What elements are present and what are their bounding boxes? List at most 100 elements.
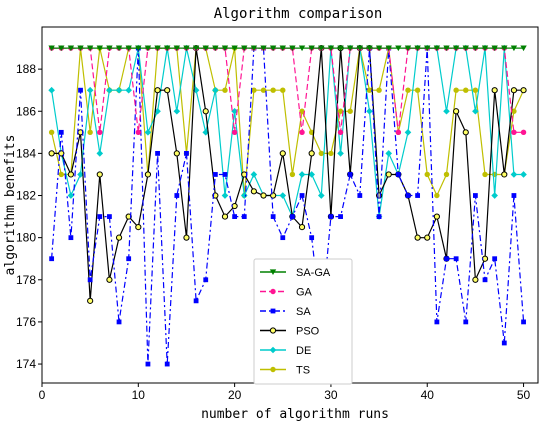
data-point-sa-ga — [260, 45, 267, 52]
data-point-sa — [463, 319, 469, 325]
x-axis: 0 10 20 30 40 50 — [39, 383, 531, 402]
data-point-sa — [453, 256, 459, 262]
data-point-ga — [337, 129, 344, 136]
data-point-de — [366, 107, 373, 115]
data-point-pso — [424, 234, 431, 241]
data-point-sa — [87, 277, 93, 283]
legend-label: PSO — [296, 326, 320, 338]
data-point-sa — [241, 214, 247, 219]
data-point-sa-ga — [414, 45, 421, 52]
data-point-pso — [67, 171, 74, 178]
data-point-ga — [395, 129, 402, 136]
data-point-sa-ga — [221, 45, 229, 52]
data-point-sa — [434, 319, 440, 325]
y-tick-label: 176 — [16, 315, 36, 329]
data-point-de — [221, 192, 229, 199]
x-tick-label: 30 — [324, 388, 338, 402]
data-point-sa-ga — [520, 45, 527, 52]
legend-entry-ts: TS — [260, 365, 310, 377]
data-point-sa-ga — [144, 45, 152, 52]
data-point-pso — [472, 276, 479, 283]
data-point-sa — [97, 214, 103, 219]
data-point-de — [48, 86, 55, 94]
data-point-sa — [270, 214, 276, 219]
data-point-sa — [68, 235, 74, 241]
data-point-sa — [338, 214, 343, 219]
data-point-sa-ga — [366, 45, 373, 52]
data-point-de — [250, 171, 258, 178]
data-point-ts — [424, 171, 430, 178]
data-point-sa-ga — [164, 45, 171, 52]
data-point-de — [318, 192, 325, 199]
data-point-pso — [115, 234, 123, 241]
data-point-sa — [376, 214, 382, 219]
data-point-de — [491, 192, 498, 199]
data-point-sa — [290, 214, 295, 219]
data-point-sa-ga — [202, 45, 209, 52]
legend-entry-sa: SA — [260, 306, 311, 318]
legend-label: GA — [296, 287, 313, 299]
data-point-sa-ga — [77, 45, 84, 52]
data-point-sa — [511, 193, 517, 198]
x-tick-label: 20 — [228, 388, 242, 402]
data-point-de — [472, 107, 479, 115]
data-point-sa — [482, 277, 488, 283]
data-point-pso — [58, 150, 65, 157]
data-point-ts — [482, 171, 488, 178]
legend-marker — [270, 288, 276, 295]
data-point-de — [298, 171, 306, 178]
data-point-ts — [337, 108, 344, 114]
data-point-sa-ga — [462, 45, 469, 52]
data-point-sa — [145, 361, 151, 367]
data-point-sa — [174, 193, 180, 198]
data-point-sa — [472, 193, 478, 198]
legend-label: SA — [296, 306, 311, 318]
data-point-sa-ga — [192, 45, 200, 52]
data-point-sa-ga — [318, 45, 325, 52]
data-point-de — [520, 171, 527, 178]
data-point-de — [173, 107, 181, 115]
data-point-de — [125, 86, 132, 94]
data-point-sa — [501, 340, 507, 346]
legend-box — [253, 258, 353, 385]
data-point-sa-ga — [231, 45, 238, 52]
data-point-sa-ga — [96, 45, 103, 52]
chart-title: Algorithm comparison — [214, 6, 383, 22]
legend-entry-de: DE — [260, 345, 311, 357]
data-point-pso — [135, 224, 142, 231]
data-point-pso — [453, 108, 460, 115]
data-point-pso — [308, 150, 315, 157]
legend-label: DE — [296, 345, 311, 357]
data-point-de — [86, 86, 94, 94]
data-point-de — [510, 171, 518, 178]
data-point-pso — [164, 87, 171, 94]
legend-marker — [269, 327, 277, 334]
data-point-sa — [405, 193, 411, 198]
data-point-sa-ga — [501, 45, 508, 52]
y-tick-label: 174 — [16, 357, 36, 371]
data-point-sa — [395, 172, 401, 177]
data-point-pso — [462, 129, 469, 136]
data-point-ts — [463, 87, 469, 93]
data-point-ts — [472, 87, 479, 93]
y-tick-label: 186 — [16, 104, 36, 118]
data-point-sa — [184, 150, 189, 156]
data-point-pso — [106, 276, 113, 283]
data-point-ts — [347, 108, 353, 114]
data-point-sa-ga — [67, 45, 75, 52]
data-point-sa — [280, 235, 286, 241]
data-point-pso — [433, 213, 440, 220]
data-point-pso — [491, 87, 498, 94]
data-point-sa — [521, 319, 526, 325]
data-point-sa-ga — [395, 45, 402, 52]
data-point-sa-ga — [154, 45, 161, 52]
data-point-sa-ga — [404, 45, 412, 52]
data-point-sa — [347, 172, 353, 177]
data-point-ts — [251, 87, 257, 93]
data-point-sa — [58, 129, 64, 135]
data-point-pso — [183, 234, 190, 241]
data-point-sa — [299, 193, 305, 198]
y-tick-label: 182 — [16, 189, 36, 203]
data-point-sa-ga — [279, 45, 286, 52]
